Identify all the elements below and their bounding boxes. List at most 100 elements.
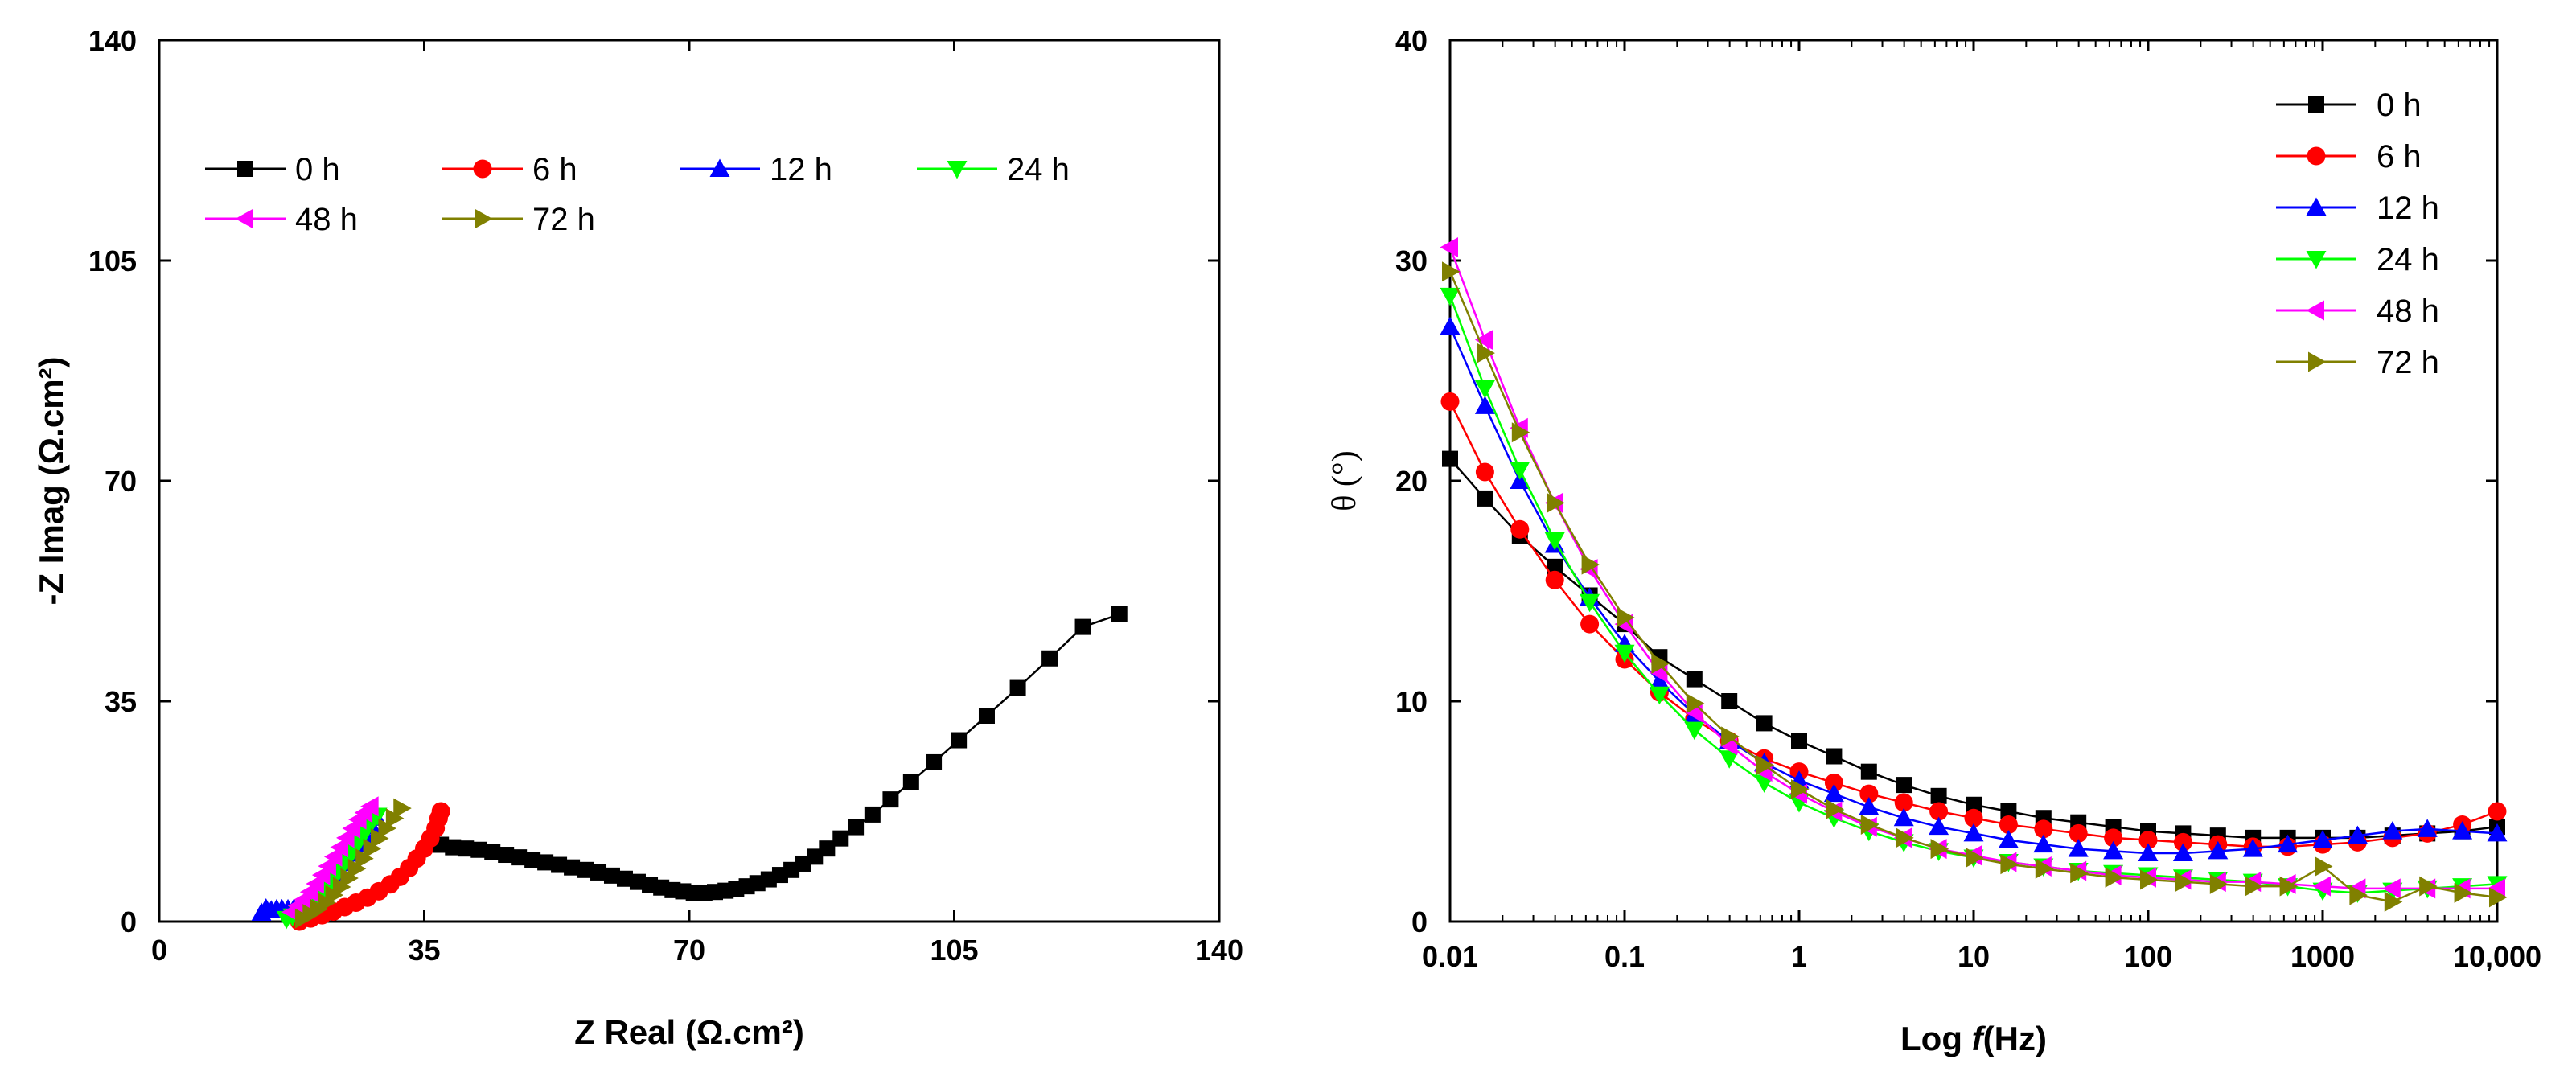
bode-series-6h (1440, 392, 2507, 856)
bode-point-72h (2349, 885, 2368, 905)
bode-point-72h (1826, 799, 1844, 819)
nyquist-point-0h (484, 844, 501, 860)
nyquist-point-0h (445, 839, 462, 856)
bode-point-12h (1823, 783, 1844, 803)
bode-x-tick-label: 0.01 (1422, 940, 1478, 973)
bode-series-72h (1442, 261, 2508, 912)
nyquist-point-72h (340, 868, 359, 889)
bode-y-tick-label: 0 (1411, 905, 1428, 938)
nyquist-point-72h (347, 858, 367, 879)
bode-series-12h (1440, 316, 2508, 862)
bode-legend-entry-0h: 0 h (2276, 88, 2422, 123)
bode-x-tick-label: 0.1 (1604, 940, 1645, 973)
bode-point-72h (2384, 891, 2403, 912)
bode-point-24h (1719, 750, 1740, 769)
bode-point-12h (2278, 834, 2299, 853)
bode-legend: 0 h 6 h 12 h 24 h 48 h 72 h (2276, 88, 2439, 380)
bode-y-tick-label: 30 (1395, 244, 1428, 277)
nyquist-y-tick-label: 70 (105, 465, 137, 498)
bode-point-12h (1998, 830, 2019, 848)
nyquist-point-0h (832, 830, 849, 847)
nyquist-point-0h (882, 791, 899, 808)
bode-point-24h (1440, 287, 1461, 306)
bode-point-72h (1896, 827, 1914, 848)
nyquist-panel: 0 35 70 105 140 0 35 70 105 140 Z Real (Ω.cm²) -Z… (32, 24, 1243, 1051)
bode-line-48h (1448, 247, 2497, 890)
bode-point-0h (1721, 693, 1738, 709)
bode-legend-marker (2306, 251, 2327, 269)
bode-point-12h (2172, 843, 2193, 862)
nyquist-point-0h (629, 873, 646, 890)
nyquist-point-6h (431, 802, 450, 821)
bode-point-12h (1963, 823, 1984, 842)
nyquist-point-48h (318, 856, 336, 877)
bode-point-0h (2000, 803, 2017, 819)
bode-point-6h (2138, 831, 2158, 850)
bode-point-12h (2068, 839, 2089, 857)
bode-point-48h (2487, 878, 2505, 899)
nyquist-point-0h (577, 861, 594, 878)
nyquist-series-6h (290, 802, 450, 931)
bode-point-0h (1686, 671, 1703, 688)
nyquist-point-0h (551, 856, 568, 873)
bode-point-24h (1684, 721, 1705, 741)
bode-point-6h (2104, 828, 2123, 848)
nyquist-x-tick-label: 0 (151, 934, 167, 967)
bode-x-tick-label: 10 (1958, 940, 1990, 973)
bode-point-72h (2489, 887, 2508, 908)
bode-point-72h (1791, 779, 1810, 800)
nyquist-point-48h (360, 796, 379, 817)
nyquist-x-axis-title: Z Real (Ω.cm²) (574, 1013, 804, 1051)
bode-point-0h (1860, 763, 1877, 780)
bode-series (1440, 237, 2508, 912)
nyquist-point-0h (524, 852, 541, 868)
nyquist-point-0h (902, 774, 919, 790)
bode-point-12h (2312, 830, 2333, 848)
bode-point-6h (1545, 570, 1564, 589)
bode-point-12h (2487, 823, 2508, 842)
nyquist-x-tick-label: 70 (673, 934, 705, 967)
bode-point-24h (1614, 644, 1635, 663)
bode-line-0h (1449, 458, 2498, 840)
bode-series-0h (1442, 450, 2505, 846)
bode-point-72h (1442, 261, 1461, 282)
bode-y-axis-title: θ (°) (1326, 450, 1363, 511)
bode-point-48h (2382, 878, 2401, 899)
bode-point-72h (2454, 882, 2473, 903)
nyquist-line-0h (440, 613, 1120, 894)
nyquist-legend-entry-12h: 12 h (680, 152, 832, 187)
nyquist-point-0h (864, 806, 881, 823)
nyquist-point-48h (330, 837, 349, 858)
bode-point-72h (1721, 726, 1740, 747)
bode-point-6h (1859, 784, 1879, 803)
bode-line-6h (1448, 400, 2498, 848)
bode-legend-marker (2308, 351, 2327, 372)
bode-point-6h (2034, 819, 2053, 839)
bode-legend-marker (2306, 197, 2327, 216)
nyquist-point-0h (616, 870, 633, 887)
bode-point-24h (1580, 593, 1600, 613)
bode-point-6h (2173, 832, 2192, 852)
bode-point-12h (2242, 839, 2263, 857)
bode-legend-label: 0 h (2377, 88, 2422, 123)
bode-x-axis-title-variable: f (1972, 1020, 1986, 1057)
nyquist-ticks: 0 35 70 105 140 0 35 70 105 140 (88, 24, 1243, 967)
bode-point-6h (1510, 519, 1530, 539)
nyquist-point-0h (819, 840, 836, 857)
nyquist-point-0h (848, 819, 865, 836)
nyquist-point-0h (1074, 618, 1091, 635)
nyquist-series-0h (433, 606, 1128, 901)
bode-point-72h (2000, 854, 2019, 875)
nyquist-point-0h (537, 854, 554, 871)
nyquist-legend-entry-6h: 6 h (442, 152, 577, 187)
nyquist-point-0h (978, 708, 995, 725)
bode-point-72h (1686, 693, 1705, 714)
nyquist-point-0h (951, 732, 968, 749)
bode-point-6h (1824, 773, 1843, 792)
bode-legend-entry-12h: 12 h (2276, 191, 2439, 226)
bode-point-12h (2208, 840, 2229, 860)
bode-point-12h (1859, 797, 1880, 815)
nyquist-legend-marker (235, 208, 253, 229)
bode-point-12h (1440, 316, 1461, 335)
